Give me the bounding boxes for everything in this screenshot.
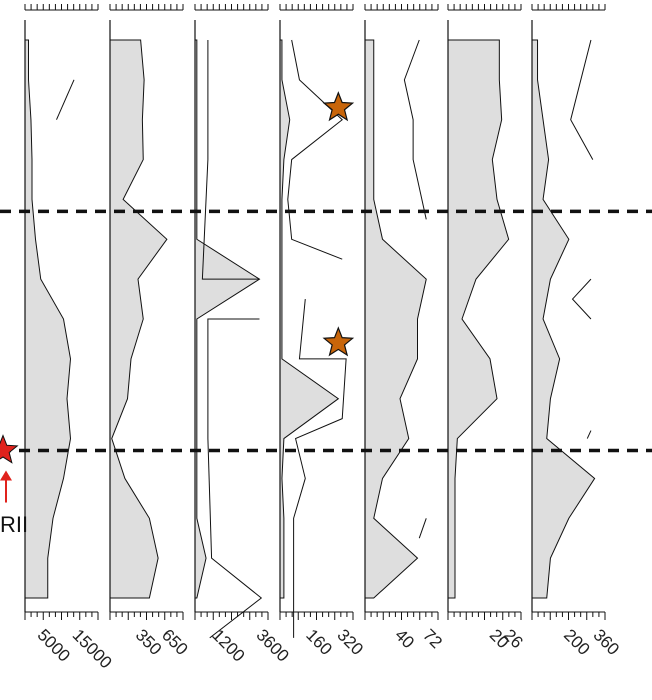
line-segment xyxy=(208,319,261,638)
line-segment xyxy=(573,279,591,319)
tick-label: 5000 xyxy=(34,625,74,665)
line-segment xyxy=(571,40,593,160)
tick-label: 3600 xyxy=(252,625,292,665)
tick-label: 320 xyxy=(333,625,366,658)
panel-5: 40 72 xyxy=(365,4,446,652)
area-series xyxy=(532,40,595,598)
tick-label: 350 xyxy=(132,625,165,658)
line-segment xyxy=(57,80,75,120)
area-series xyxy=(25,40,71,598)
annotation-rii-label: RII xyxy=(0,512,28,538)
line-segment xyxy=(419,518,426,538)
area-series xyxy=(448,40,509,598)
annotation-star xyxy=(0,436,17,463)
area-series xyxy=(365,40,426,598)
tick-label: 650 xyxy=(158,625,191,658)
annotation-arrow-head xyxy=(0,471,12,481)
line-segment xyxy=(587,431,591,439)
line-segment xyxy=(202,40,259,279)
tick-label: 160 xyxy=(302,625,335,658)
tick-label: 200 xyxy=(560,625,593,658)
line-segment xyxy=(404,40,426,219)
star-marker xyxy=(324,328,353,355)
line-segment xyxy=(288,40,342,259)
panel-3: 1200 3600 xyxy=(195,4,293,666)
tick-label: 1200 xyxy=(208,625,248,665)
tick-label: 72 xyxy=(419,625,446,652)
area-series xyxy=(110,40,167,598)
tick-label: 360 xyxy=(589,625,622,658)
tick-label: 40 xyxy=(391,625,418,652)
tick-label: 15000 xyxy=(69,625,116,672)
area-series xyxy=(280,40,338,598)
